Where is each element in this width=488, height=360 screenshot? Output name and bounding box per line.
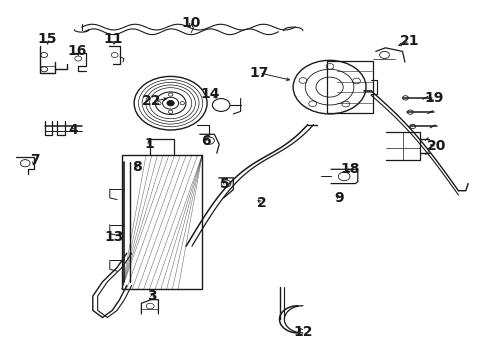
Text: 22: 22 xyxy=(142,94,162,108)
Text: 2: 2 xyxy=(256,196,266,210)
Bar xyxy=(326,62,372,113)
Text: 5: 5 xyxy=(220,176,229,190)
Text: 13: 13 xyxy=(104,230,123,244)
Text: 17: 17 xyxy=(249,66,268,80)
Text: 20: 20 xyxy=(426,139,446,153)
Text: 7: 7 xyxy=(30,153,39,167)
Text: 8: 8 xyxy=(131,161,141,175)
Text: 16: 16 xyxy=(67,44,86,58)
Bar xyxy=(122,155,202,289)
Text: 3: 3 xyxy=(147,289,157,303)
Text: 19: 19 xyxy=(424,91,443,105)
Text: 4: 4 xyxy=(68,123,78,137)
Text: 6: 6 xyxy=(201,134,210,148)
Text: 11: 11 xyxy=(103,32,122,46)
Text: 18: 18 xyxy=(340,162,360,176)
Text: 15: 15 xyxy=(38,32,57,46)
Circle shape xyxy=(166,100,174,106)
Text: 1: 1 xyxy=(144,137,154,151)
Text: 21: 21 xyxy=(399,34,419,48)
Text: 14: 14 xyxy=(200,87,220,101)
Text: 10: 10 xyxy=(181,16,200,30)
Text: 9: 9 xyxy=(334,191,344,205)
Text: 12: 12 xyxy=(292,325,312,339)
